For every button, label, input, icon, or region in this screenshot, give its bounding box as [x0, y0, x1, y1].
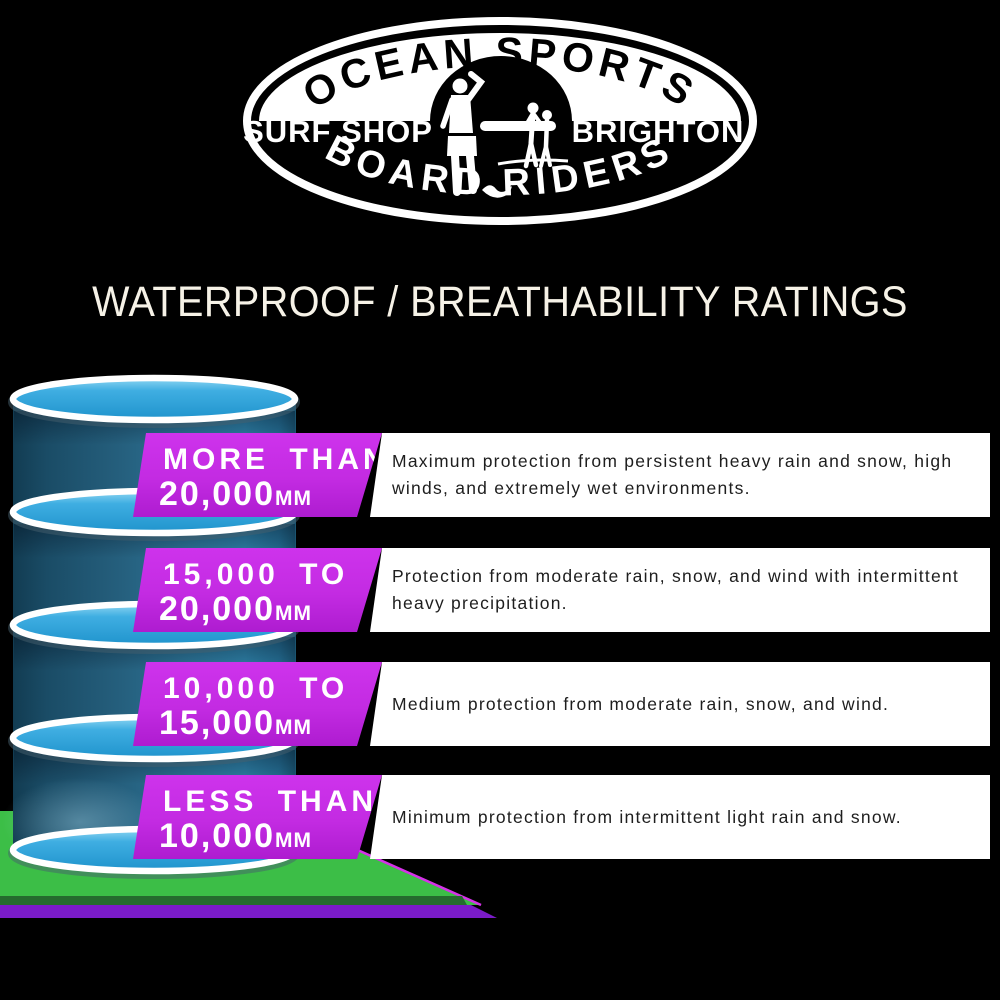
range-value: 20,000: [159, 475, 275, 513]
rating-row: Medium protection from moderate rain, sn…: [0, 662, 1000, 746]
rating-description-bar: [370, 548, 990, 632]
rating-description: Medium protection from moderate rain, sn…: [392, 693, 890, 714]
range-line2: 10,000MM: [159, 819, 382, 858]
rating-range-label: 10,000 TO 15,000MM: [133, 662, 382, 746]
page-title: WATERPROOF / BREATHABILITY RATINGS: [92, 278, 908, 326]
range-line1: 10,000 TO: [163, 672, 349, 705]
range-line1: MORE THAN: [163, 443, 389, 476]
rating-description: Maximum protection from persistent heavy…: [392, 451, 953, 498]
surfers-icon: [440, 71, 569, 198]
surfboard-icon: [480, 121, 556, 131]
water-disc: [8, 374, 300, 428]
logo: OCEAN SPORTS BOARD RIDERS SURF SHOP BRIG…: [243, 17, 757, 225]
range-unit: MM: [275, 829, 312, 852]
range-unit: MM: [275, 487, 312, 510]
range-line2: 15,000MM: [159, 706, 382, 745]
bird-icon: [482, 185, 512, 198]
logo-surf-shop-text: SURF SHOP: [243, 114, 433, 149]
range-line2: 20,000MM: [159, 592, 382, 631]
range-line2: 20,000MM: [159, 477, 382, 516]
rating-description: Minimum protection from intermittent lig…: [392, 806, 902, 827]
logo-brighton-text: BRIGHTON: [572, 114, 745, 149]
rating-range-label: LESS THAN 10,000MM: [133, 775, 382, 859]
rating-range-label: MORE THAN 20,000MM: [133, 433, 382, 517]
rating-description-bar: [370, 662, 990, 746]
platform-purple-base: [0, 905, 497, 918]
rating-row: Maximum protection from persistent heavy…: [0, 433, 1000, 517]
rating-range-label: 15,000 TO 20,000MM: [133, 548, 382, 632]
range-line1: 15,000 TO: [163, 558, 349, 591]
rating-description-bar: [370, 775, 990, 859]
range-value: 10,000: [159, 817, 275, 855]
range-unit: MM: [275, 716, 312, 739]
rating-row: Minimum protection from intermittent lig…: [0, 775, 1000, 859]
rating-row: Protection from moderate rain, snow, and…: [0, 548, 1000, 632]
range-value: 20,000: [159, 590, 275, 628]
range-line1: LESS THAN: [163, 785, 378, 818]
rating-description: Protection from moderate rain, snow, and…: [392, 566, 960, 613]
range-value: 15,000: [159, 704, 275, 742]
range-unit: MM: [275, 602, 312, 625]
platform-front-edge: [0, 896, 467, 905]
rating-description-bar: [370, 433, 990, 517]
